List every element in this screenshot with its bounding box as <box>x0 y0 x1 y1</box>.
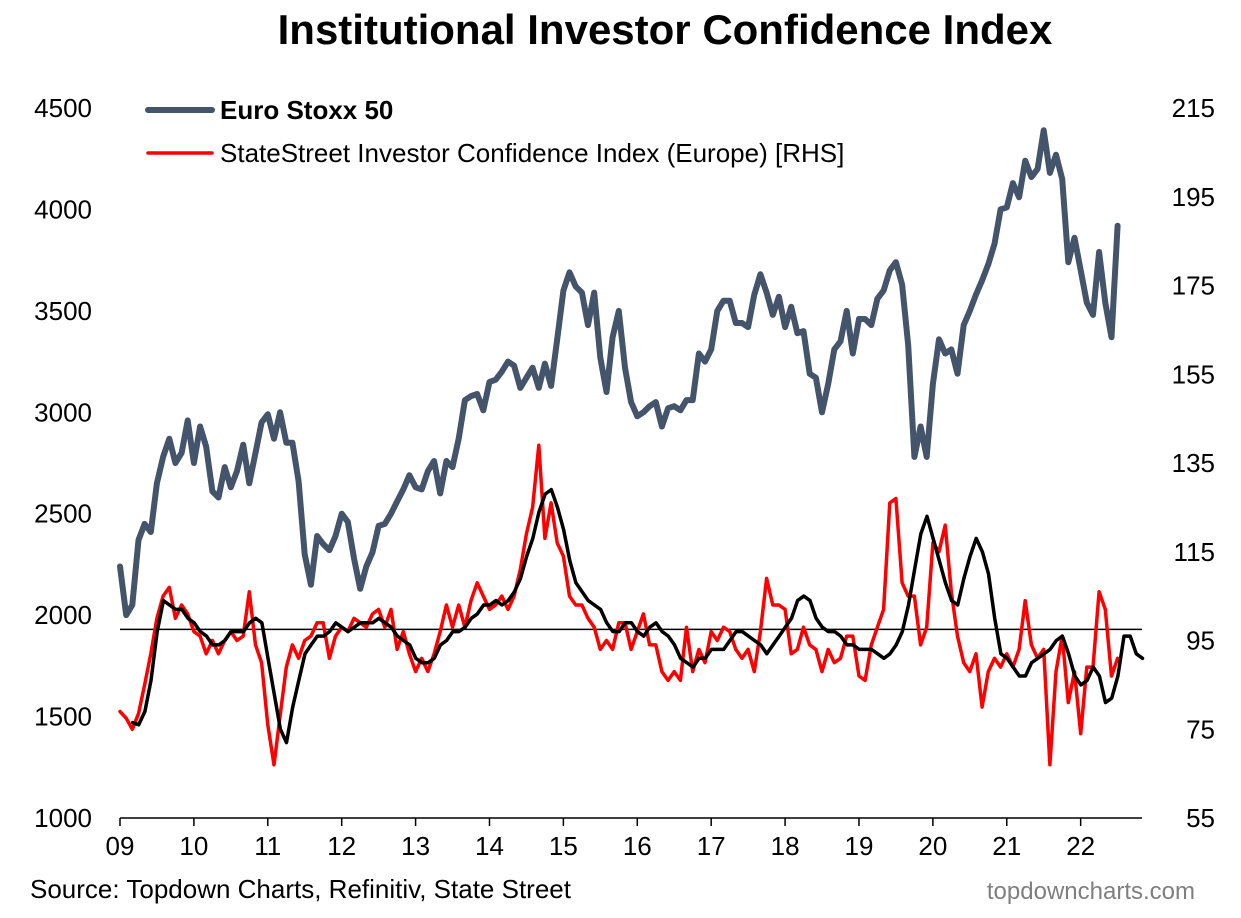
x-tick-label: 15 <box>549 831 578 861</box>
y-left-tick-label: 3000 <box>34 397 92 427</box>
y-left-tick-label: 2500 <box>34 499 92 529</box>
x-tick-label: 14 <box>475 831 504 861</box>
y-left-tick-label: 3500 <box>34 296 92 326</box>
x-tick-label: 10 <box>179 831 208 861</box>
watermark: topdowncharts.com <box>986 878 1195 905</box>
y-left-tick-label: 4500 <box>34 93 92 123</box>
y-right-tick-label: 175 <box>1172 271 1215 301</box>
chart-title: Institutional Investor Confidence Index <box>277 6 1053 53</box>
series-group <box>117 127 1145 767</box>
x-tick-label: 21 <box>992 831 1021 861</box>
x-tick-label: 20 <box>918 831 947 861</box>
legend-label: Euro Stoxx 50 <box>220 95 393 125</box>
x-tick-label: 19 <box>845 831 874 861</box>
legend: Euro Stoxx 50 StateStreet Investor Confid… <box>145 95 844 168</box>
y-left-tick-label: 1000 <box>34 803 92 833</box>
y-right-tick-label: 115 <box>1174 537 1215 567</box>
x-tick-label: 22 <box>1066 831 1095 861</box>
series-line-0 <box>117 127 1121 619</box>
x-tick-label: 18 <box>771 831 800 861</box>
x-tick-label: 16 <box>623 831 652 861</box>
x-tick-label: 13 <box>401 831 430 861</box>
y-right-tick-label: 215 <box>1172 93 1215 123</box>
source-note: Source: Topdown Charts, Refinitiv, State… <box>30 874 571 904</box>
y-right-tick-label: 195 <box>1172 182 1215 212</box>
series-line-1 <box>118 443 1120 767</box>
y-right-tick-label: 75 <box>1186 714 1215 744</box>
x-tick-label: 11 <box>254 831 281 861</box>
y-left-tick-label: 2000 <box>34 600 92 630</box>
axes: 09 10 11 12 13 14 15 16 17 18 19 20 21 22 1000 1500 2000… <box>34 93 1215 861</box>
y-left-tick-label: 1500 <box>34 702 92 732</box>
series-line-2 <box>130 487 1145 745</box>
y-left-tick-label: 4000 <box>34 194 92 224</box>
x-tick-label: 09 <box>106 831 135 861</box>
y-right-tick-label: 95 <box>1186 626 1215 656</box>
y-right-tick-label: 135 <box>1172 448 1215 478</box>
x-tick-label: 12 <box>327 831 356 861</box>
legend-label: StateStreet Investor Confidence Index (E… <box>220 138 844 168</box>
y-right-tick-label: 155 <box>1172 359 1215 389</box>
x-tick-label: 17 <box>697 831 726 861</box>
y-right-tick-label: 55 <box>1186 803 1215 833</box>
